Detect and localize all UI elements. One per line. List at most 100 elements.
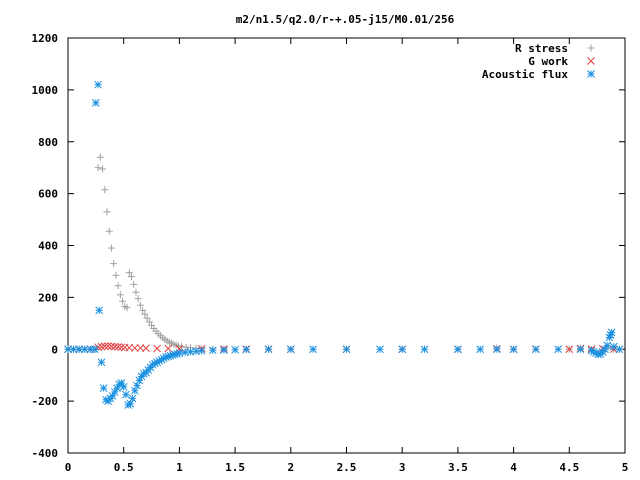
x-axis: 0 0.5 1 1.5 2 2.5 3 3.5 4 4.5 5 bbox=[65, 38, 629, 474]
data-point bbox=[576, 345, 585, 354]
data-point bbox=[127, 273, 135, 281]
y-tick-label: -400 bbox=[32, 447, 59, 460]
data-point bbox=[122, 390, 130, 399]
data-point bbox=[101, 186, 109, 194]
data-point bbox=[128, 394, 137, 403]
data-point bbox=[104, 342, 112, 350]
data-point bbox=[493, 345, 501, 354]
x-tick-label: 2.5 bbox=[337, 461, 357, 474]
data-point bbox=[142, 344, 150, 353]
data-point bbox=[565, 345, 574, 354]
data-point bbox=[286, 345, 295, 354]
data-point bbox=[97, 358, 106, 367]
data-point bbox=[96, 153, 104, 161]
data-point bbox=[175, 349, 184, 357]
data-point bbox=[420, 345, 429, 354]
data-point bbox=[554, 345, 563, 354]
data-point bbox=[532, 345, 540, 354]
data-point bbox=[141, 310, 149, 318]
data-point bbox=[134, 295, 142, 303]
data-point bbox=[119, 297, 127, 305]
data-point bbox=[103, 208, 111, 216]
data-point bbox=[114, 282, 122, 290]
data-point bbox=[130, 344, 139, 352]
data-point bbox=[264, 345, 273, 354]
data-point bbox=[110, 342, 119, 351]
x-tick-label: 1.5 bbox=[225, 461, 245, 474]
x-tick-label: 3.5 bbox=[448, 461, 468, 474]
data-point bbox=[99, 384, 108, 393]
data-point bbox=[112, 271, 120, 279]
data-point bbox=[231, 345, 239, 354]
data-point bbox=[95, 306, 104, 315]
x-tick-label: 3 bbox=[399, 461, 406, 474]
data-point bbox=[100, 342, 109, 350]
data-point bbox=[116, 291, 124, 299]
legend-label: G work bbox=[528, 55, 568, 68]
data-point bbox=[123, 304, 131, 312]
y-tick-label: 1000 bbox=[32, 84, 59, 97]
data-point bbox=[153, 344, 161, 353]
data-series bbox=[64, 80, 624, 409]
data-point bbox=[220, 346, 228, 354]
x-tick-label: 0 bbox=[65, 461, 72, 474]
data-point bbox=[119, 383, 128, 391]
series-2 bbox=[64, 80, 624, 409]
data-point bbox=[476, 345, 485, 354]
data-point bbox=[110, 260, 118, 268]
data-point bbox=[117, 343, 126, 352]
x-tick-label: 4 bbox=[510, 461, 517, 474]
chart-title: m2/n1.5/q2.0/r-+.05-j15/M0.01/256 bbox=[236, 13, 455, 26]
data-point bbox=[615, 345, 624, 354]
data-point bbox=[99, 165, 107, 173]
y-tick-label: -200 bbox=[32, 395, 59, 408]
data-point bbox=[107, 244, 115, 252]
x-tick-label: 5 bbox=[622, 461, 629, 474]
data-point bbox=[607, 328, 616, 337]
data-point bbox=[208, 346, 217, 355]
data-point bbox=[80, 345, 89, 354]
data-point bbox=[130, 280, 138, 288]
data-point bbox=[309, 345, 317, 354]
legend-marker bbox=[587, 44, 595, 52]
data-point bbox=[105, 227, 113, 235]
data-point bbox=[114, 343, 122, 351]
data-point bbox=[94, 80, 102, 89]
data-point bbox=[603, 341, 612, 350]
x-tick-label: 4.5 bbox=[559, 461, 579, 474]
legend-marker bbox=[587, 70, 595, 78]
data-point bbox=[242, 345, 251, 354]
y-tick-label: 800 bbox=[38, 136, 58, 149]
data-point bbox=[509, 345, 518, 354]
data-point bbox=[132, 288, 140, 296]
legend-label: Acoustic flux bbox=[482, 68, 568, 81]
data-point bbox=[182, 343, 190, 351]
data-point bbox=[454, 345, 462, 354]
data-point bbox=[91, 98, 100, 107]
legend-marker bbox=[587, 57, 595, 65]
data-point bbox=[197, 346, 206, 355]
data-point bbox=[398, 345, 407, 354]
data-point bbox=[125, 269, 133, 277]
x-tick-label: 2 bbox=[287, 461, 294, 474]
x-tick-label: 0.5 bbox=[114, 461, 134, 474]
y-tick-label: 0 bbox=[51, 343, 58, 356]
x-tick-label: 1 bbox=[176, 461, 183, 474]
data-point bbox=[342, 345, 351, 354]
y-tick-label: 200 bbox=[38, 291, 58, 304]
data-point bbox=[97, 342, 106, 351]
data-point bbox=[139, 306, 147, 314]
legend-label: R stress bbox=[515, 42, 568, 55]
y-tick-label: 400 bbox=[38, 240, 58, 253]
data-point bbox=[376, 345, 384, 354]
y-tick-label: 1200 bbox=[32, 32, 59, 45]
data-point bbox=[136, 301, 144, 309]
data-point bbox=[107, 342, 116, 351]
y-tick-label: 600 bbox=[38, 188, 58, 201]
y-axis: -400 -200 0 200 400 600 800 1000 1200 bbox=[32, 32, 625, 460]
series-0 bbox=[64, 153, 623, 355]
data-point bbox=[143, 314, 151, 322]
plot-frame bbox=[67, 37, 626, 454]
